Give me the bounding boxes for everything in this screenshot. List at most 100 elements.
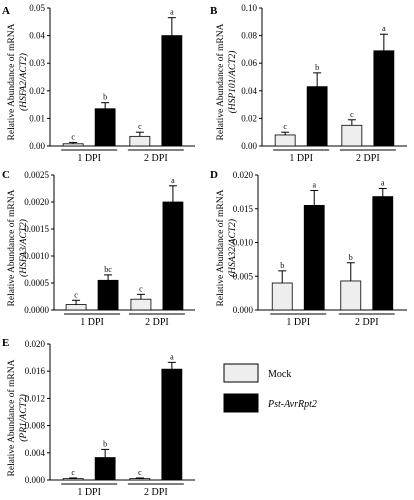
legend-label-mock: Mock	[268, 369, 291, 380]
panel-a-xcat-label: 1 DPI	[77, 153, 101, 164]
panel-d-ylabel: Relative Abundance of mRNA	[215, 189, 226, 306]
panel-b-ytick-label: 0.08	[241, 31, 257, 41]
panel-e: E Relative Abundance of mRNA (PR1/ACT2) …	[2, 337, 195, 498]
panel-d-bar-pst	[303, 204, 325, 311]
panel-e-xcat-label: 1 DPI	[77, 487, 101, 498]
panel-d-bar-mock	[340, 280, 362, 311]
panel-d: D Relative Abundance of mRNA (HSA32/ACT2…	[210, 169, 407, 328]
panel-e-letter: E	[2, 337, 9, 349]
panel-a-ytick-label: 0.00	[29, 141, 45, 151]
panel-e-ytick-label: 0.008	[25, 421, 46, 431]
panel-d-sig-letter: b	[349, 253, 353, 262]
panel-a-ylabel-gene: (HSFA2/ACT2)	[18, 53, 29, 111]
legend: Mock Pst-AvrRpt2	[223, 363, 317, 413]
panel-c-letter: C	[2, 169, 10, 181]
panel-e-xcat-label: 2 DPI	[144, 487, 168, 498]
panel-e-sig-letter: c	[71, 468, 75, 477]
panel-e-bar-mock	[62, 478, 84, 481]
panel-b-sig-letter: c	[350, 110, 354, 119]
panel-c-ylabel: Relative Abundance of mRNA	[6, 189, 17, 306]
panel-a: A Relative Abundance of mRNA (HSFA2/ACT2…	[2, 3, 195, 164]
panel-d-ylabel-gene: (HSA32/ACT2)	[227, 219, 238, 277]
panel-b-ytick-label: 0.10	[241, 3, 257, 13]
panel-e-sig-letter: b	[103, 439, 107, 448]
panel-e-sig-letter: c	[138, 468, 142, 477]
panel-a-sig-letter: c	[71, 132, 75, 141]
panel-b-ylabel: Relative Abundance of mRNA	[215, 23, 226, 140]
panel-e-sig-letter: a	[170, 352, 174, 361]
panel-e-bar-pst	[94, 457, 116, 481]
panel-a-bar-mock	[129, 135, 151, 147]
panel-c-ytick-label: 0.0010	[24, 251, 49, 261]
panel-b-letter: B	[210, 5, 218, 17]
panel-c-ytick-label: 0.0025	[24, 170, 49, 180]
panel-b-sig-letter: b	[315, 63, 319, 72]
panel-a-ytick-label: 0.04	[29, 31, 45, 41]
panel-e-ytick-label: 0.000	[25, 475, 46, 485]
panel-d-bar-mock	[271, 282, 293, 311]
panel-c-sig-letter: bc	[104, 265, 112, 274]
panel-b-ytick-label: 0.04	[241, 86, 257, 96]
panel-d-ytick-label: 0.015	[233, 204, 254, 214]
panel-a-sig-letter: a	[170, 8, 174, 17]
panel-c-sig-letter: a	[171, 176, 175, 185]
panel-c-ytick-label: 0.0015	[24, 224, 49, 234]
panel-d-xcat-label: 2 DPI	[355, 317, 379, 328]
panel-b-ytick-label: 0.00	[241, 141, 257, 151]
panel-c-bar-pst	[97, 279, 119, 311]
panel-b-ytick-label: 0.02	[241, 113, 257, 123]
panel-e-ylabel-gene: (PR1/ACT2)	[18, 394, 29, 442]
panel-d-ytick-label: 0.020	[233, 170, 254, 180]
panel-b-bar-pst	[306, 86, 328, 147]
panel-a-sig-letter: c	[138, 122, 142, 131]
panel-c-ytick-label: 0.0020	[24, 197, 49, 207]
panel-e-plot: 0.000 0.004 0.008 0.012 0.016 0.020 1 DPI c b 2 D…	[25, 339, 195, 498]
panel-b-bar-mock	[341, 124, 363, 147]
panel-a-sig-letter: b	[103, 93, 107, 102]
panel-b-ytick-label: 0.06	[241, 58, 257, 68]
panel-d-ytick-label: 0.000	[233, 305, 254, 315]
panel-d-ytick-label: 0.010	[233, 238, 254, 248]
panel-b-sig-letter: c	[283, 122, 287, 131]
panel-d-letter: D	[210, 169, 218, 181]
panel-c-bar-mock	[130, 298, 152, 311]
panel-d-sig-letter: a	[312, 181, 316, 190]
panel-a-letter: A	[2, 5, 10, 17]
panel-d-sig-letter: b	[280, 261, 284, 270]
panel-a-ytick-label: 0.02	[29, 86, 45, 96]
panel-a-ytick-label: 0.05	[29, 3, 45, 13]
panel-b-bar-mock	[274, 134, 296, 147]
legend-swatch-pst	[223, 393, 259, 413]
panel-d-xcat-label: 1 DPI	[286, 317, 310, 328]
legend-swatch-mock	[223, 363, 259, 383]
panel-a-xcat-label: 2 DPI	[144, 153, 168, 164]
panel-c-sig-letter: c	[74, 290, 78, 299]
panel-c-xcat-label: 2 DPI	[145, 317, 169, 328]
panel-e-bar-pst	[161, 368, 183, 481]
panel-a-plot: 0.00 0.01 0.02 0.03 0.04 0.05 1 DPI c b 2 DPI c a	[29, 3, 195, 164]
legend-label-pst: Pst-AvrRpt2	[267, 399, 317, 410]
panel-d-sig-letter: a	[381, 179, 385, 188]
panel-b: B Relative Abundance of mRNA (HSP101/ACT…	[210, 3, 407, 164]
panel-c-ylabel-gene: (HSFA3/ACT2)	[18, 219, 29, 277]
panel-b-sig-letter: a	[382, 24, 386, 33]
panel-e-ytick-label: 0.020	[25, 339, 46, 349]
panel-c-xcat-label: 1 DPI	[80, 317, 104, 328]
panel-c: C Relative Abundance of mRNA (HSFA3/ACT2…	[2, 169, 195, 328]
panel-c-ytick-label: 0.0005	[24, 278, 49, 288]
panel-e-ylabel: Relative Abundance of mRNA	[6, 359, 17, 476]
panel-c-sig-letter: c	[139, 284, 143, 293]
panel-a-ytick-label: 0.01	[29, 113, 45, 123]
panel-c-bar-mock	[65, 304, 87, 311]
panel-c-ytick-label: 0.0000	[24, 305, 49, 315]
panel-a-ylabel: Relative Abundance of mRNA	[6, 23, 17, 140]
panel-b-xcat-label: 2 DPI	[356, 153, 380, 164]
panel-c-bar-pst	[162, 201, 184, 311]
panel-a-bar-pst	[161, 35, 183, 147]
panel-e-ytick-label: 0.016	[25, 366, 46, 376]
panel-c-plot: 0.0000 0.0005 0.0010 0.0015 0.0020 0.0025 1 DP…	[24, 170, 195, 328]
panel-d-plot: 0.000 0.005 0.010 0.015 0.020 1 DPI b a 2 DPI b a	[233, 170, 407, 328]
panel-a-bar-mock	[62, 143, 84, 147]
panel-b-bar-pst	[373, 50, 395, 147]
